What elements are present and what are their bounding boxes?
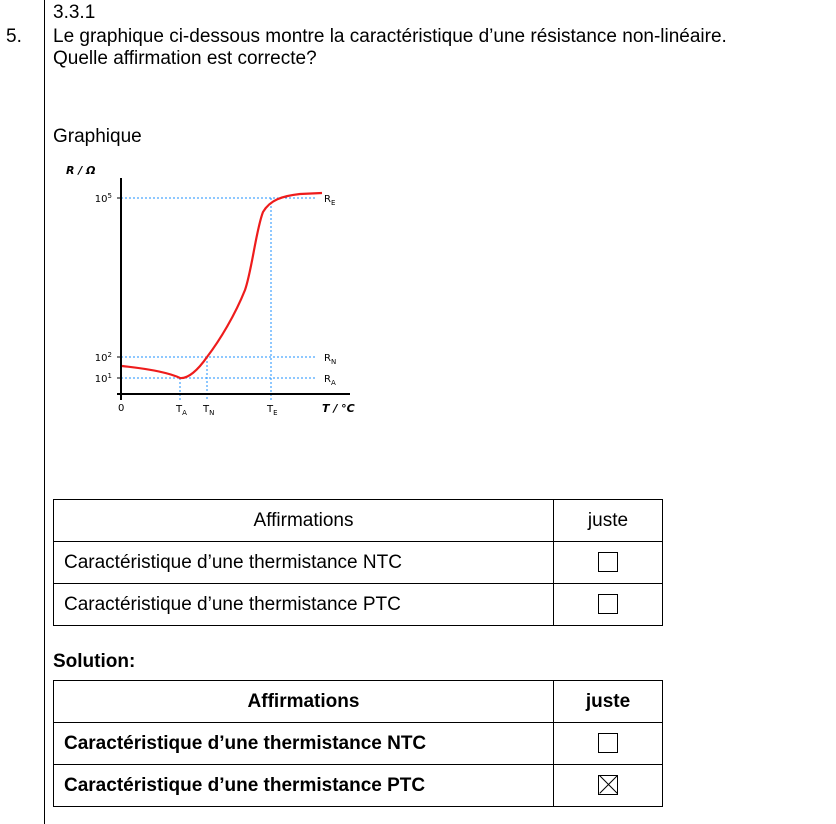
table-row: Caractéristique d’une thermistance PTC (53, 583, 663, 626)
y-axis-label: R / Ω (66, 164, 96, 177)
table-header-row: Affirmations juste (53, 680, 663, 723)
resistance-curve (121, 191, 323, 380)
solution-table: Affirmations juste Caractéristique d’une… (53, 680, 663, 807)
solution-checkbox-ntc (598, 733, 618, 754)
x-axis-label: T / °C (322, 402, 355, 415)
table-header-row: Affirmations juste (53, 499, 663, 542)
label-ra: RA (324, 374, 336, 387)
graph-heading: Graphique (53, 126, 142, 147)
solution-checkbox-ptc-checked (598, 775, 618, 796)
y-tick-1e2: 102 (95, 351, 112, 364)
solution-header-correct: juste (553, 680, 663, 723)
label-rn: RN (324, 353, 336, 366)
x-tick-te: TE (266, 404, 278, 417)
question-text-line1: Le graphique ci-dessous montre la caract… (53, 26, 727, 47)
left-margin-rule (44, 0, 45, 824)
label-re: RE (324, 194, 335, 207)
question-text-line2: Quelle affirmation est correcte? (53, 48, 317, 69)
solution-statement-ntc: Caractéristique d’une thermistance NTC (53, 722, 554, 765)
checkbox-ntc[interactable] (598, 552, 618, 573)
guide-lines (117, 197, 317, 400)
statement-ntc: Caractéristique d’une thermistance NTC (53, 541, 554, 584)
table-row: Caractéristique d’une thermistance NTC (53, 722, 663, 765)
header-statements: Affirmations (53, 499, 554, 542)
origin-label: 0 (118, 403, 124, 414)
table-row: Caractéristique d’une thermistance PTC (53, 764, 663, 807)
solution-header-statements: Affirmations (53, 680, 554, 723)
x-tick-ta: TA (175, 404, 187, 417)
question-number: 5. (6, 26, 22, 47)
statement-ptc: Caractéristique d’une thermistance PTC (53, 583, 554, 626)
solution-statement-ptc: Caractéristique d’une thermistance PTC (53, 764, 554, 807)
checkbox-ptc[interactable] (598, 594, 618, 615)
x-tick-tn: TN (202, 404, 214, 417)
resistance-temperature-graph: R / Ω 105 102 101 0 TA TN TE T / °C RE R… (66, 164, 355, 417)
y-tick-1e1: 101 (95, 372, 112, 385)
y-tick-1e5: 105 (95, 192, 112, 205)
section-number: 3.3.1 (53, 2, 96, 23)
table-row: Caractéristique d’une thermistance NTC (53, 541, 663, 584)
statements-table: Affirmations juste Caractéristique d’une… (53, 499, 663, 626)
solution-label: Solution: (53, 651, 136, 672)
header-correct: juste (553, 499, 663, 542)
